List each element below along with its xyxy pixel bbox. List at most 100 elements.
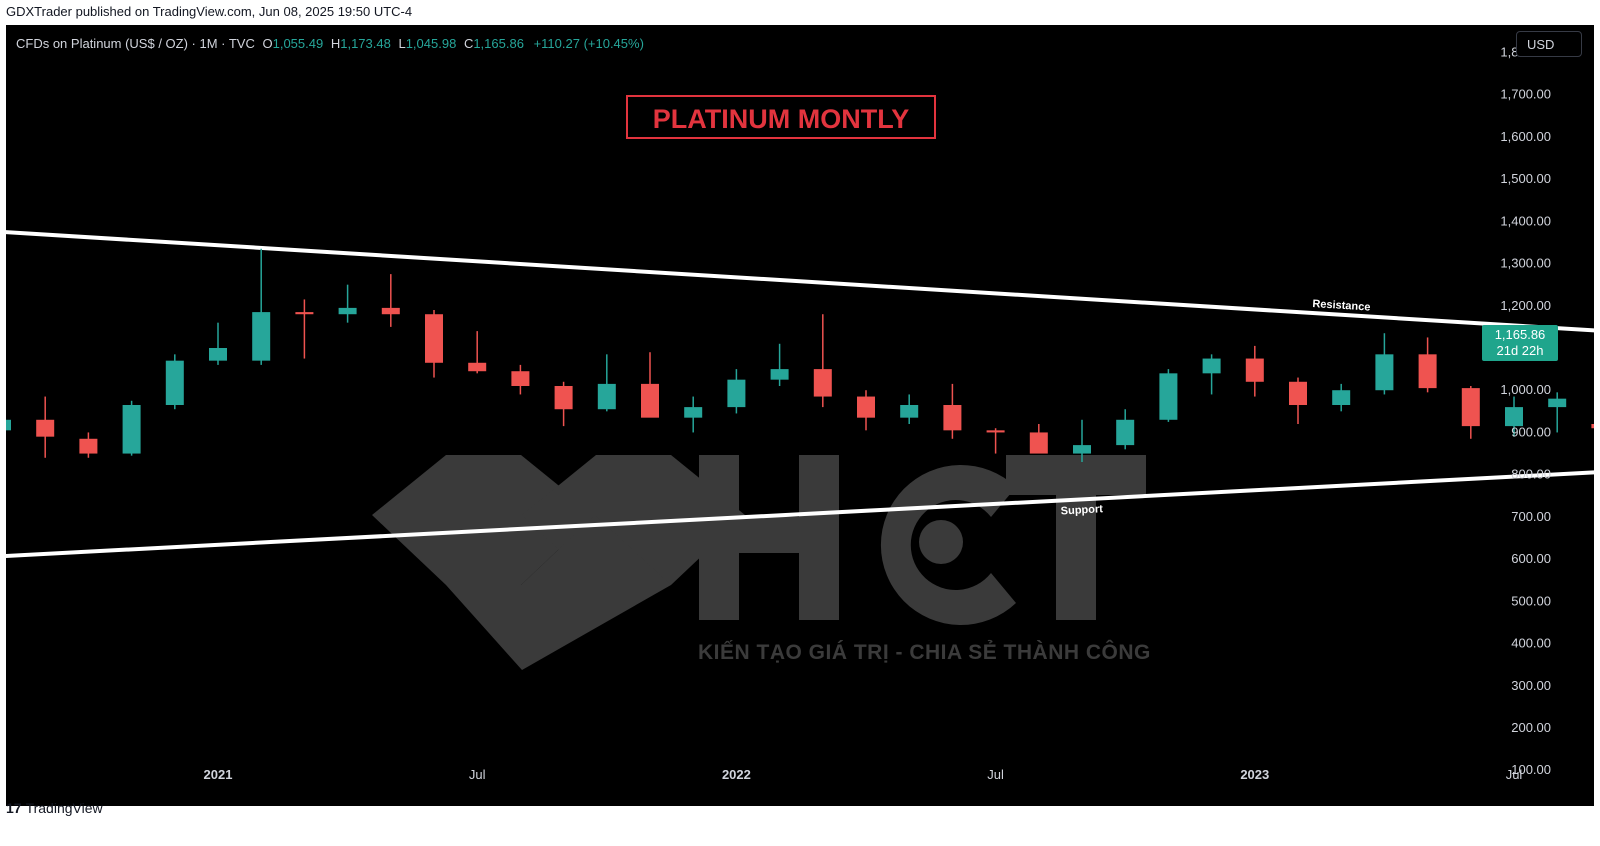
candle[interactable] (381, 274, 400, 327)
candle-body (165, 360, 184, 405)
low-value: 1,045.98 (405, 36, 457, 51)
y-tick-label: 500.00 (1511, 593, 1551, 608)
candle-body (986, 430, 1005, 433)
candle[interactable] (165, 354, 184, 410)
candle[interactable] (338, 284, 357, 323)
last-price: 1,165.86 (1494, 327, 1546, 342)
last-price-badge: 1,165.86 21d 22h (1482, 325, 1558, 361)
candle[interactable] (1591, 420, 1594, 439)
candle[interactable] (1116, 409, 1135, 450)
y-tick-label: 1,500.00 (1500, 171, 1551, 186)
candle-body (1505, 407, 1523, 427)
candle-body (1159, 373, 1178, 420)
y-tick-label: 1,600.00 (1500, 129, 1551, 144)
y-tick-label: 300.00 (1511, 678, 1551, 693)
candle[interactable] (813, 314, 832, 408)
candle[interactable] (468, 331, 487, 374)
tradingview-logo-icon: 17 (6, 800, 22, 816)
candle-body (1289, 381, 1307, 405)
x-tick-label: 2021 (204, 767, 233, 782)
candle[interactable] (122, 400, 141, 456)
candle[interactable] (943, 383, 962, 439)
candle-body (554, 386, 573, 410)
candle[interactable] (511, 364, 530, 395)
footer-brand: TradingView (25, 800, 103, 816)
candle[interactable] (684, 396, 703, 433)
open-label: O (262, 36, 273, 51)
candle-body (813, 369, 832, 397)
candle-body (338, 307, 357, 315)
y-tick-label: 1,700.00 (1500, 87, 1551, 102)
candle[interactable] (1375, 333, 1394, 395)
open-value: 1,055.49 (272, 36, 324, 51)
candle-body (1548, 398, 1567, 408)
candle[interactable] (900, 394, 919, 424)
candle[interactable] (425, 310, 443, 378)
watermark-tagline: KIẾN TẠO GIÁ TRỊ - CHIA SẺ THÀNH CÔNG (698, 641, 1151, 664)
candle[interactable] (36, 396, 55, 458)
candle[interactable] (252, 248, 271, 365)
candle[interactable] (554, 381, 573, 427)
y-tick-label: 1,000.00 (1500, 382, 1551, 397)
candle-body (425, 314, 443, 363)
candle[interactable] (79, 432, 98, 458)
candle-body (1418, 354, 1437, 389)
candle[interactable] (1505, 396, 1523, 437)
chart-title-box: PLATINUM MONTLY (626, 95, 936, 139)
x-tick-label: Jul (469, 767, 486, 782)
close-label: C (463, 36, 474, 51)
candle-body (1332, 390, 1351, 405)
candle[interactable] (1548, 392, 1567, 433)
y-tick-label: 600.00 (1511, 551, 1551, 566)
candle[interactable] (597, 354, 616, 412)
symbol-legend[interactable]: CFDs on Platinum (US$ / OZ) · 1M · TVC O… (16, 36, 644, 51)
low-label: L (398, 36, 406, 51)
candle[interactable] (6, 388, 11, 441)
watermark-logo (372, 455, 1146, 670)
y-tick-label: 400.00 (1511, 636, 1551, 651)
candle[interactable] (209, 322, 227, 365)
currency-button[interactable]: USD (1516, 31, 1582, 57)
candle[interactable] (986, 428, 1005, 454)
candle[interactable] (295, 299, 314, 359)
candle[interactable] (1461, 386, 1480, 439)
candle[interactable] (1289, 377, 1307, 424)
y-tick-label: 1,300.00 (1500, 256, 1551, 271)
candle[interactable] (770, 343, 789, 386)
candle-body (79, 438, 98, 454)
trendline-resistance[interactable] (6, 230, 1594, 392)
candle-body (381, 307, 400, 315)
candle[interactable] (727, 369, 746, 414)
candle-body (727, 379, 746, 408)
change-value: +110.27 (+10.45%) (533, 36, 644, 51)
x-tick-label: 2022 (722, 767, 751, 782)
candle-body (295, 312, 314, 315)
candle-body (209, 348, 227, 361)
candle[interactable] (1073, 419, 1091, 462)
candle-body (122, 405, 141, 454)
candle[interactable] (1418, 337, 1437, 393)
high-label: H (330, 36, 341, 51)
symbol-name: CFDs on Platinum (US$ / OZ) · 1M · TVC (16, 36, 255, 51)
candle[interactable] (1159, 369, 1178, 422)
resistance-label: Resistance (1312, 298, 1371, 314)
trendline-support[interactable] (6, 420, 1594, 568)
candle-body (252, 312, 271, 361)
high-value: 1,173.48 (340, 36, 391, 51)
y-tick-label: 1,400.00 (1500, 213, 1551, 228)
candle[interactable] (1029, 424, 1048, 454)
candle[interactable] (857, 390, 875, 431)
candle[interactable] (1245, 345, 1264, 397)
candle-body (1116, 419, 1135, 446)
trendlines: Resistance Support (6, 230, 1594, 568)
candle-body (1375, 354, 1394, 391)
diamond-logo-icon (372, 455, 745, 670)
candle-body (1073, 445, 1091, 454)
candle-body (597, 383, 616, 410)
hct-logo-letters (699, 455, 1146, 626)
candle[interactable] (1202, 354, 1221, 395)
candle[interactable] (1332, 383, 1351, 412)
candle[interactable] (641, 352, 659, 418)
